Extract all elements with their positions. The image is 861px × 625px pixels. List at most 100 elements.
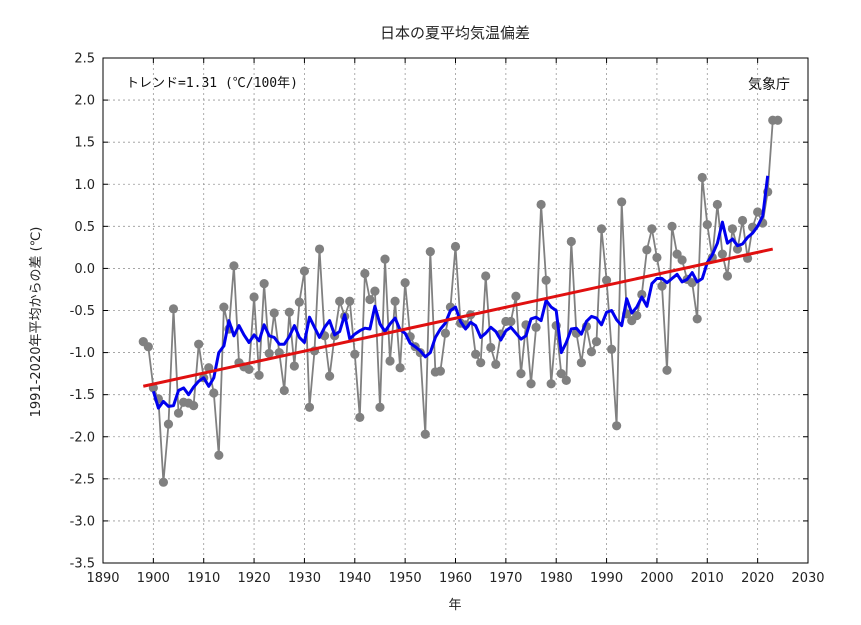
x-tick-label: 1930 xyxy=(288,571,321,586)
annual-point xyxy=(244,364,254,375)
x-tick-label: 2000 xyxy=(640,571,673,586)
annual-point xyxy=(732,244,743,254)
annual-point xyxy=(727,224,738,234)
y-tick-label: -0.5 xyxy=(70,304,95,319)
y-tick-label: -1.0 xyxy=(70,346,95,361)
annual-point xyxy=(506,316,516,327)
annual-point xyxy=(385,356,395,366)
y-tick-label: -1.5 xyxy=(70,388,95,403)
y-tick-label: -3.0 xyxy=(70,514,95,529)
annual-point xyxy=(345,296,355,306)
annual-point xyxy=(511,291,521,301)
x-tick-label: 1960 xyxy=(439,571,472,586)
annual-point xyxy=(712,199,722,210)
annual-point xyxy=(355,412,365,422)
annual-point xyxy=(632,310,642,321)
y-tick-label: 1.0 xyxy=(74,178,95,193)
annual-point xyxy=(481,271,491,281)
annual-point xyxy=(435,366,445,376)
annual-point xyxy=(667,221,677,231)
annual-point xyxy=(652,252,662,263)
annual-point xyxy=(264,348,274,359)
annual-point xyxy=(158,477,169,487)
annual-point xyxy=(289,361,299,371)
annual-point xyxy=(325,371,335,381)
annual-point xyxy=(546,379,556,389)
annual-point xyxy=(753,207,763,217)
annual-point xyxy=(380,254,390,264)
y-axis-label: 1991-2020年平均からの差 (℃) xyxy=(29,227,44,418)
annual-point xyxy=(168,304,179,314)
annual-point xyxy=(491,359,501,369)
x-tick-label: 1980 xyxy=(540,571,573,586)
annual-point xyxy=(677,255,687,265)
annual-point xyxy=(773,115,783,125)
annual-point xyxy=(269,308,279,318)
annual-point xyxy=(375,402,385,412)
x-tick-label: 2020 xyxy=(741,571,774,586)
chart-title: 日本の夏平均気温偏差 xyxy=(380,24,530,42)
y-tick-label: 0.5 xyxy=(74,220,95,235)
annual-point xyxy=(450,241,461,252)
moving-average-line xyxy=(151,175,770,410)
annual-point xyxy=(365,294,375,305)
x-tick-label: 1920 xyxy=(238,571,271,586)
annual-point xyxy=(541,275,551,285)
annual-point xyxy=(229,261,239,271)
y-tick-label: 2.5 xyxy=(74,52,95,67)
annual-point xyxy=(476,358,486,368)
annual-point xyxy=(607,344,617,354)
annual-point xyxy=(370,286,380,296)
annual-point xyxy=(314,244,325,254)
annual-point xyxy=(647,224,657,234)
moving-average-series xyxy=(151,175,770,410)
annual-point xyxy=(335,296,345,306)
annual-point xyxy=(173,408,184,418)
annual-point xyxy=(219,302,229,312)
annual-point xyxy=(279,385,289,396)
annual-point xyxy=(642,245,652,255)
annual-point xyxy=(697,172,707,183)
x-tick-label: 1970 xyxy=(489,571,522,586)
x-tick-label: 1910 xyxy=(187,571,220,586)
x-tick-label: 1900 xyxy=(137,571,170,586)
annual-point xyxy=(662,365,672,375)
annual-point xyxy=(576,358,586,368)
annual-point xyxy=(304,402,315,412)
annual-point xyxy=(209,388,219,398)
trend-line xyxy=(142,247,774,388)
annual-point xyxy=(612,421,622,431)
annual-point xyxy=(471,349,481,359)
annual-point xyxy=(395,363,405,373)
annual-point xyxy=(536,199,546,210)
x-axis: 1890 1900 1910 1920 1930 1940 1950 1960 1970 1980… xyxy=(86,58,825,586)
y-tick-label: 1.5 xyxy=(74,136,95,151)
annual-series xyxy=(138,115,783,487)
source-label: 気象庁 xyxy=(748,77,790,93)
annual-point xyxy=(601,275,612,285)
annual-point xyxy=(637,289,647,300)
x-tick-label: 1940 xyxy=(338,571,371,586)
annual-point xyxy=(596,224,607,234)
annual-point xyxy=(591,337,602,347)
annual-point xyxy=(440,328,451,338)
x-axis-label: 年 xyxy=(448,598,461,613)
x-tick-label: 2030 xyxy=(791,571,824,586)
y-axis: -3.5 -3.0 -2.5 -2.0 -1.5 -1.0 -0.5 0.0 0.5 1.0 1.5… xyxy=(70,52,808,572)
x-tick-label: 2010 xyxy=(691,571,724,586)
trend-annotation: トレンド=1.31 (℃/100年) xyxy=(126,76,298,91)
annual-point xyxy=(687,278,697,288)
y-tick-label: 2.0 xyxy=(74,94,95,109)
annual-point xyxy=(214,450,224,460)
annual-point xyxy=(425,246,435,257)
x-tick-label: 1990 xyxy=(590,571,623,586)
annual-point xyxy=(390,296,400,306)
annual-point xyxy=(163,419,174,429)
annual-point xyxy=(531,322,541,332)
annual-point xyxy=(360,268,370,279)
annual-line xyxy=(142,119,778,483)
annual-point xyxy=(516,369,526,379)
annual-point xyxy=(350,349,360,359)
annual-point xyxy=(143,342,153,352)
